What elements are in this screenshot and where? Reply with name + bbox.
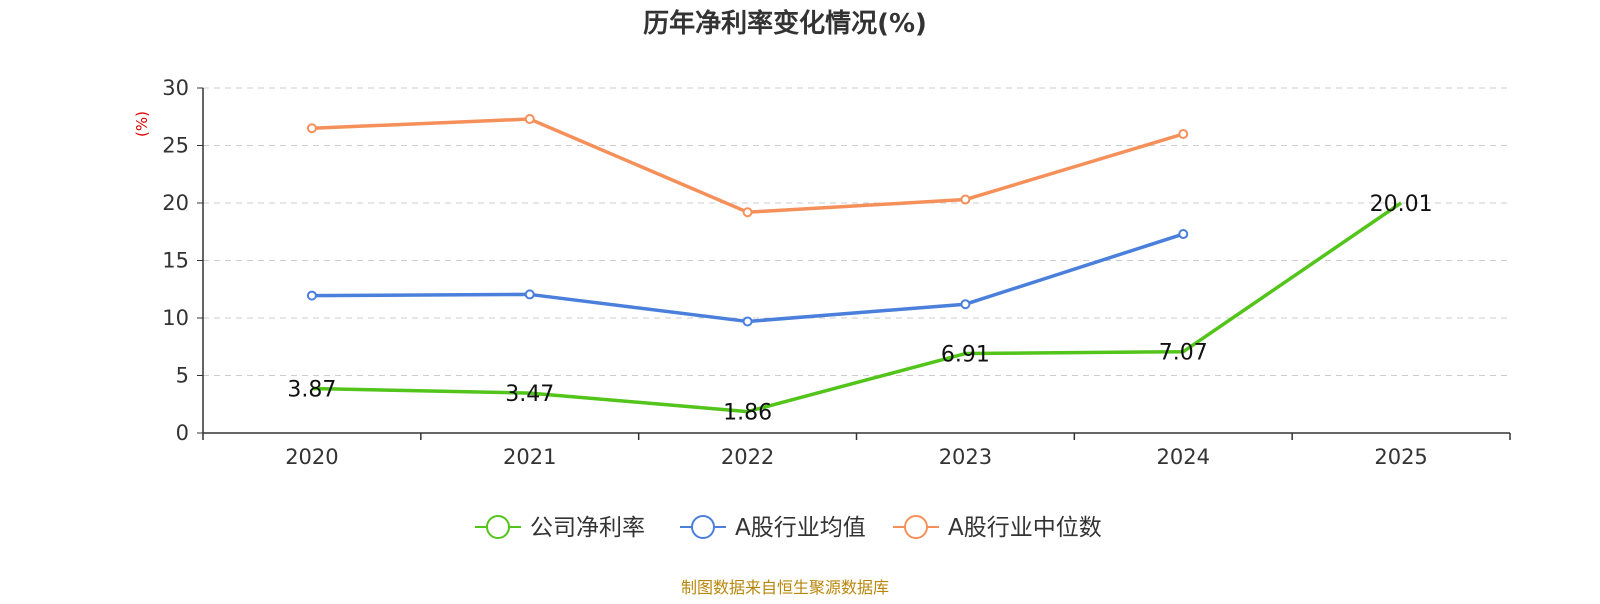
data-label: 6.91 (941, 343, 990, 368)
data-label: 3.47 (505, 382, 554, 407)
legend-item-2[interactable]: A股行业中位数 (893, 515, 1102, 541)
y-tick-label: 10 (162, 306, 189, 330)
data-label: 7.07 (1159, 341, 1208, 366)
y-tick-label: 20 (162, 191, 189, 215)
y-tick-label: 25 (162, 134, 189, 158)
x-tick-label: 2023 (939, 445, 992, 469)
data-label: 3.87 (287, 377, 336, 402)
data-labels: 3.87 3.47 1.86 6.91 7.07 20.01 (287, 192, 1432, 426)
legend: 公司净利率 A股行业均值 A股行业中位数 (475, 515, 1102, 541)
data-point[interactable] (1178, 129, 1189, 139)
series-0 (311, 201, 1403, 414)
legend-label: A股行业中位数 (948, 515, 1102, 541)
y-tick-label: 30 (162, 76, 189, 100)
data-point[interactable] (1178, 229, 1189, 240)
legend-swatch-marker (691, 515, 715, 539)
legend-swatch-marker (904, 515, 928, 539)
data-label: 20.01 (1370, 192, 1433, 217)
legend-label: A股行业均值 (735, 515, 866, 541)
data-point[interactable] (960, 194, 971, 205)
series-line (311, 117, 1184, 214)
data-point[interactable] (742, 207, 753, 218)
chart-title: 历年净利率变化情况(%) (643, 8, 927, 39)
series-line (311, 201, 1403, 414)
legend-item-1[interactable]: A股行业均值 (680, 515, 866, 541)
source-footnote: 制图数据来自恒生聚源数据库 (681, 578, 889, 597)
data-point[interactable] (524, 114, 535, 125)
x-tick-label: 2022 (721, 445, 774, 469)
data-point[interactable] (306, 290, 317, 301)
x-tick-label: 2021 (503, 445, 556, 469)
series-lines (306, 114, 1403, 414)
x-tick-label: 2024 (1157, 445, 1210, 469)
data-point[interactable] (742, 316, 753, 327)
y-tick-label: 5 (176, 364, 189, 388)
data-point[interactable] (524, 289, 535, 300)
y-axis-label: (%) (133, 111, 151, 137)
series-1 (306, 229, 1189, 327)
data-label: 1.86 (723, 401, 772, 426)
y-tick-label: 0 (176, 421, 189, 445)
data-point[interactable] (306, 123, 317, 134)
x-tick-label: 2020 (285, 445, 338, 469)
legend-swatch-marker (486, 515, 510, 539)
legend-item-0[interactable]: 公司净利率 (475, 515, 645, 541)
y-tick-label: 15 (162, 249, 189, 273)
grid-lines (203, 87, 1510, 376)
series-line (311, 232, 1184, 324)
data-point[interactable] (960, 299, 971, 310)
series-2 (306, 114, 1189, 218)
x-tick-label: 2025 (1374, 445, 1427, 469)
legend-label: 公司净利率 (530, 515, 645, 541)
